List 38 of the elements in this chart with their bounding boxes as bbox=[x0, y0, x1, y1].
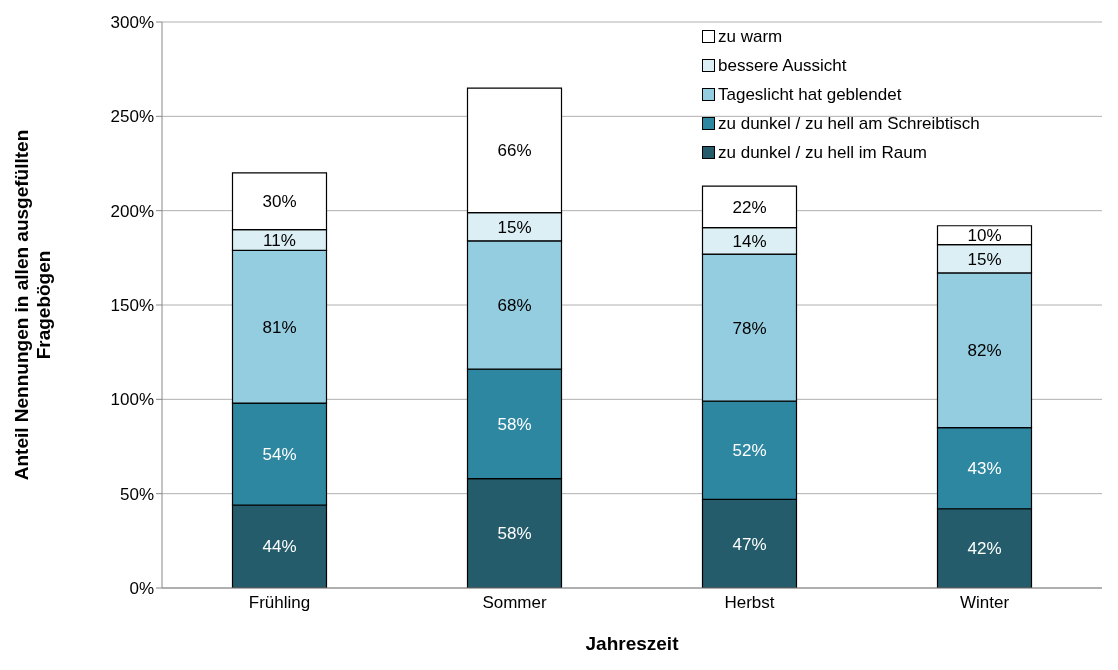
y-tick-label: 150% bbox=[110, 296, 154, 316]
data-label: 15% bbox=[967, 249, 1002, 269]
y-tick-label: 0% bbox=[129, 579, 154, 599]
y-tick-label: 250% bbox=[110, 107, 154, 127]
data-label: 82% bbox=[967, 341, 1002, 361]
data-label: 68% bbox=[497, 296, 532, 315]
data-label: 78% bbox=[732, 318, 767, 338]
data-label: 43% bbox=[967, 459, 1002, 479]
y-axis-title: Anteil Nennungen in allen ausgefüllten Fragebögen bbox=[11, 129, 54, 481]
data-label: 58% bbox=[497, 524, 532, 544]
data-label: 52% bbox=[732, 441, 767, 461]
data-label: 30% bbox=[262, 192, 297, 212]
y-tick-label: 200% bbox=[110, 201, 154, 221]
data-label: 22% bbox=[732, 197, 767, 217]
data-label: 11% bbox=[263, 230, 296, 250]
data-label: 14% bbox=[732, 231, 767, 251]
legend-label: zu dunkel / zu hell am Schreibtisch bbox=[718, 113, 980, 134]
legend-label: bessere Aussicht bbox=[718, 55, 847, 76]
y-tick-label: 300% bbox=[110, 13, 154, 33]
x-axis-title: Jahreszeit bbox=[585, 633, 680, 654]
data-label: 58% bbox=[497, 414, 532, 434]
data-label: 42% bbox=[967, 539, 1002, 559]
legend-label: zu warm bbox=[718, 26, 783, 47]
legend-label: zu dunkel / zu hell im Raum bbox=[718, 142, 927, 163]
data-label: 10% bbox=[967, 226, 1002, 246]
data-label: 47% bbox=[732, 534, 767, 554]
data-label: 81% bbox=[262, 317, 297, 337]
legend-label: Tageslicht hat geblendet bbox=[718, 84, 902, 105]
x-tick-label: Sommer bbox=[482, 593, 547, 613]
data-label: 15% bbox=[497, 217, 532, 237]
y-tick-label: 50% bbox=[119, 484, 154, 504]
data-label: 44% bbox=[262, 537, 297, 557]
x-tick-label: Winter bbox=[959, 593, 1010, 613]
data-label: 54% bbox=[262, 445, 297, 465]
x-tick-label: Frühling bbox=[248, 593, 311, 613]
y-tick-label: 100% bbox=[110, 390, 154, 410]
x-tick-label: Herbst bbox=[724, 593, 775, 613]
data-label: 66% bbox=[497, 141, 532, 161]
